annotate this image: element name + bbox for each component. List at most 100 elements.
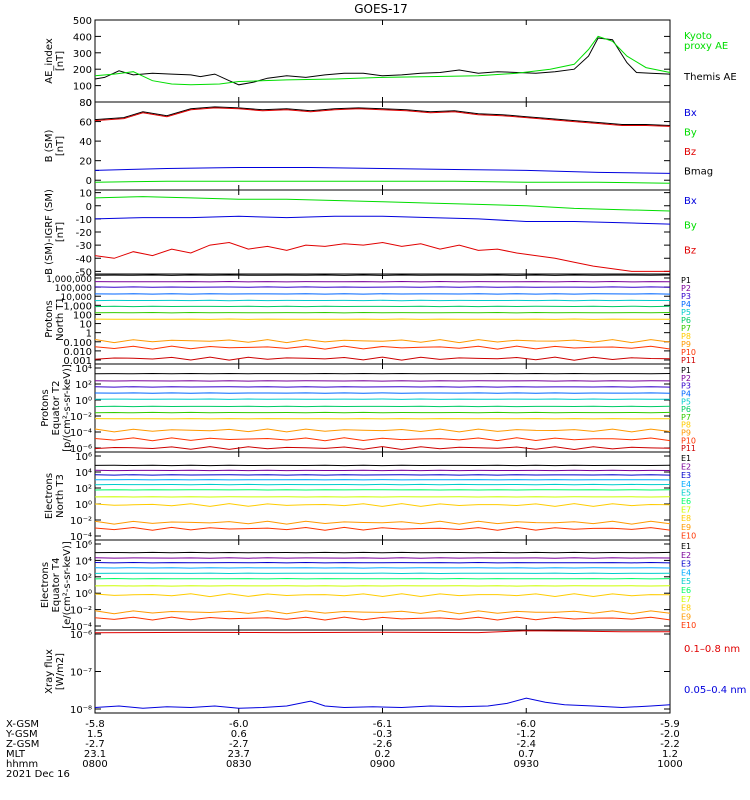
channel-label-pt1-P8: P8 — [681, 332, 691, 341]
footer-row-label: X-GSM — [6, 719, 39, 730]
channel-label-pt1-P7: P7 — [681, 324, 691, 333]
y-tick-label-bsm: 80 — [79, 98, 92, 109]
footer-value: 0.2 — [375, 749, 391, 760]
legend-bigrf-1: By — [684, 221, 697, 232]
y-tick-label-pt1: 0.001 — [63, 356, 92, 367]
channel-label-et4-E5: E5 — [681, 577, 691, 586]
footer-row-label: 2021 Dec 16 — [6, 769, 70, 780]
channel-label-et4-E2: E2 — [681, 551, 691, 560]
legend-ae-2: Themis AE — [683, 72, 737, 83]
footer-value: -2.4 — [516, 739, 536, 750]
y-tick-label-pt2: 10⁻⁴ — [70, 428, 92, 439]
series-kyoto-proxy-ae — [94, 35, 671, 86]
channel-label-pt2-P10: P10 — [681, 436, 696, 445]
y-tick-label-pt1: 1,000 — [63, 301, 92, 312]
footer-value: -6.0 — [516, 719, 536, 730]
footer-value: -5.8 — [85, 719, 105, 730]
y-tick-label-pt1: 100,000 — [55, 284, 92, 294]
y-tick-label-et4: 10⁶ — [75, 540, 92, 551]
y-axis-label-xray: Xray flux — [44, 649, 55, 694]
y-tick-label-ae: 500 — [73, 16, 92, 27]
y-tick-label-et3: 10² — [75, 484, 92, 495]
y-tick-label-pt2: 10⁻⁶ — [70, 444, 92, 455]
y-tick-label-bigrf: -50 — [76, 267, 92, 278]
y-tick-label-pt1: 1 — [86, 329, 92, 340]
channel-label-et3-E1: E1 — [681, 454, 691, 463]
y-tick-label-et4: 10⁰ — [75, 589, 92, 600]
channel-label-pt2-P9: P9 — [681, 429, 691, 438]
y-tick-label-ae: 200 — [73, 65, 92, 76]
series-xray-short — [94, 697, 671, 709]
y-tick-label-et4: 10² — [75, 573, 92, 584]
footer-value: 0.7 — [518, 749, 534, 760]
series-bz — [94, 107, 671, 127]
y-tick-label-pt2: 10⁻² — [70, 412, 92, 423]
y-tick-label-ae: 400 — [73, 32, 92, 43]
channel-label-pt2-P2: P2 — [681, 374, 691, 383]
channel-label-pt1-P6: P6 — [681, 316, 691, 325]
series-bx — [94, 167, 671, 174]
series-pt2-P9 — [94, 428, 671, 433]
legend-ae-1: proxy AE — [684, 41, 728, 52]
series-pt2-P11 — [94, 446, 671, 451]
footer-value: -2.0 — [660, 729, 680, 740]
series-xray-long — [94, 630, 670, 634]
channel-label-pt2-P3: P3 — [681, 382, 691, 391]
series-pt1-P11 — [94, 356, 671, 361]
channel-label-et4-E6: E6 — [681, 586, 691, 595]
x-tick-label: 1000 — [657, 759, 682, 770]
y-axis-label-ae: [nT] — [55, 51, 66, 71]
y-tick-label-et3: 10⁶ — [75, 452, 92, 463]
footer-value: 23.7 — [228, 749, 250, 760]
series-et4-E9 — [94, 610, 671, 615]
footer-value: -1.2 — [516, 729, 536, 740]
series-et3-E8 — [94, 503, 671, 507]
channel-label-et4-E10: E10 — [681, 621, 696, 630]
panel-frame-xray — [94, 629, 671, 714]
y-axis-label-xray: [W/m2] — [55, 653, 66, 690]
footer-value: 23.1 — [84, 749, 106, 760]
y-axis-label-pt2: Equator T2 — [51, 381, 62, 436]
y-axis-label-pt2: Protons — [40, 389, 51, 426]
channel-label-pt2-P11: P11 — [681, 444, 696, 453]
y-tick-label-bigrf: -40 — [76, 254, 92, 265]
y-axis-label-bigrf: B (SM)-IGRF (SM) — [44, 189, 55, 275]
y-tick-label-et3: 10⁰ — [75, 500, 92, 511]
channel-label-pt2-P1: P1 — [681, 366, 691, 375]
channel-label-et3-E4: E4 — [681, 480, 691, 489]
series-bmag — [94, 106, 671, 126]
channel-label-et3-E8: E8 — [681, 514, 691, 523]
footer-value: -6.1 — [373, 719, 393, 730]
footer-value: -2.6 — [373, 739, 393, 750]
y-tick-label-pt1: 0.100 — [63, 338, 92, 349]
legend-bsm-1: By — [684, 128, 697, 139]
footer-value: -2.7 — [85, 739, 105, 750]
legend-bsm-3: Bmag — [684, 167, 713, 178]
legend-bigrf-2: Bz — [684, 245, 696, 256]
footer-row-label: hhmm — [6, 759, 38, 770]
y-tick-label-bigrf: -20 — [76, 228, 92, 239]
y-axis-label-et3: Electrons — [44, 473, 55, 519]
footer-row-label: MLT — [6, 749, 26, 760]
channel-label-et3-E7: E7 — [681, 506, 691, 515]
channel-label-pt1-P5: P5 — [681, 308, 691, 317]
channel-label-pt1-P9: P9 — [681, 340, 691, 349]
channel-label-et3-E2: E2 — [681, 463, 691, 472]
y-axis-label-ae: AE_index — [44, 38, 55, 84]
x-tick-label: 0930 — [514, 759, 539, 770]
legend-bsm-0: Bx — [684, 108, 697, 119]
channel-label-et4-E9: E9 — [681, 612, 691, 621]
x-tick-label: 0830 — [226, 759, 251, 770]
legend-xray-1: 0.05–0.4 nm — [684, 685, 746, 696]
series-pt1-P10 — [94, 345, 671, 350]
series-bx — [94, 215, 671, 225]
x-tick-label: 0800 — [82, 759, 107, 770]
y-tick-label-pt2: 10² — [75, 380, 92, 391]
channel-label-pt2-P4: P4 — [681, 389, 691, 398]
y-axis-label-et3: North T3 — [55, 474, 66, 518]
footer-value: -2.7 — [229, 739, 249, 750]
y-axis-label-bigrf: [nT] — [55, 222, 66, 242]
y-tick-label-bsm: 0 — [86, 176, 92, 187]
footer-value: 1.2 — [662, 749, 678, 760]
